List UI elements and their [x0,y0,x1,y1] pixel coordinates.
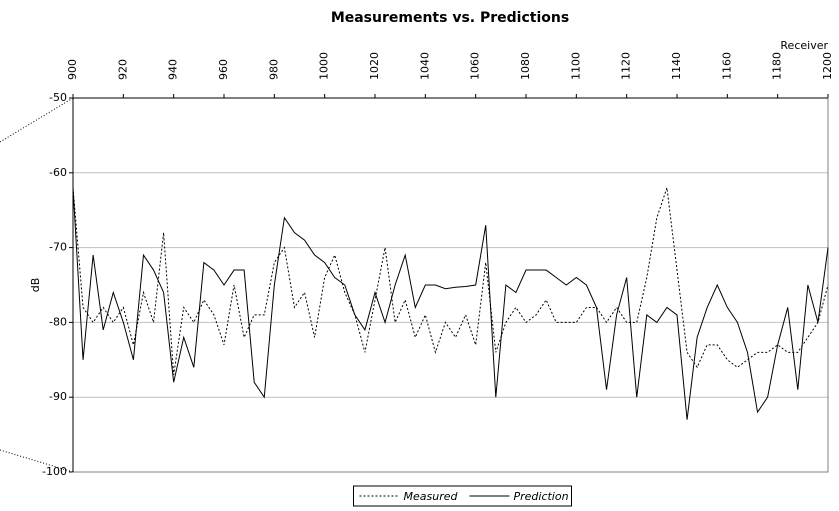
x-tick-label: 1120 [620,52,633,80]
x-tick-label: 1000 [318,52,331,80]
x-tick-label: 1160 [720,52,733,80]
chart-title: Measurements vs. Predictions [331,10,569,26]
x-tick-label: 1200 [821,52,834,80]
y-tick-label: -70 [49,241,67,254]
x-axis-label: Receiver [780,39,828,52]
zoom-guide [0,97,74,143]
y-tick-label: -50 [49,91,67,104]
x-tick-label: 1080 [519,52,532,80]
x-tick-label: 940 [167,59,180,80]
legend-label: Measured [404,490,459,503]
x-tick-label: 1140 [670,52,683,80]
y-tick-label: -100 [42,465,67,478]
x-tick-label: 1180 [771,52,784,80]
x-tick-label: 1040 [418,52,431,80]
y-tick-label: -60 [49,166,67,179]
x-tick-label: 900 [66,59,79,80]
x-tick-label: 1100 [569,52,582,80]
y-axis-label: dB [29,278,42,293]
legend-box [353,485,572,507]
zoom-guide [0,449,74,473]
x-tick-label: 1060 [469,52,482,80]
x-tick-label: 960 [217,59,230,80]
x-tick-label: 920 [116,59,129,80]
legend-label: Prediction [513,490,568,503]
x-tick-label: 980 [267,59,280,80]
y-tick-label: -90 [49,390,67,403]
x-tick-label: 1020 [368,52,381,80]
series-line [72,187,829,420]
y-tick-label: -80 [49,315,67,328]
